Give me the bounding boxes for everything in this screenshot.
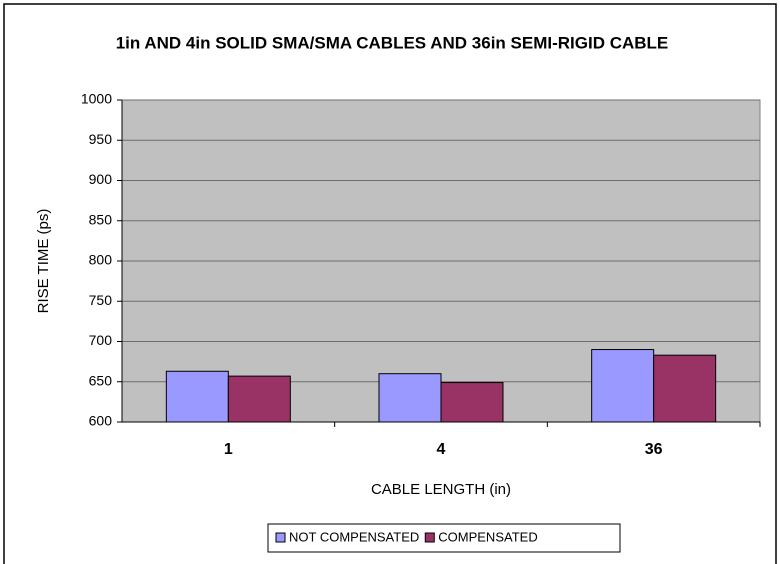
y-tick-label: 900	[89, 171, 113, 187]
bar	[591, 349, 655, 423]
y-tick-label: 600	[89, 413, 113, 429]
legend-swatch	[275, 532, 286, 543]
y-tick-label: 750	[89, 292, 113, 308]
y-tick-label: 1000	[81, 91, 112, 107]
legend-label: NOT COMPENSATED	[289, 529, 419, 544]
y-axis-label: RISE TIME (ps)	[35, 209, 52, 314]
x-tick-label: 36	[645, 441, 663, 458]
y-tick-label: 700	[89, 332, 113, 348]
y-tick-label: 850	[89, 211, 113, 227]
y-tick-label: 650	[89, 372, 113, 388]
x-tick-label: 1	[224, 441, 233, 458]
x-tick-label: 4	[437, 441, 446, 458]
legend-label: COMPENSATED	[438, 529, 537, 544]
bar	[440, 382, 504, 423]
bar	[165, 370, 229, 423]
chart-title: 1in AND 4in SOLID SMA/SMA CABLES AND 36i…	[116, 33, 669, 52]
y-tick-label: 950	[89, 131, 113, 147]
x-axis-label: CABLE LENGTH (in)	[371, 481, 511, 498]
bar	[378, 373, 442, 423]
bar	[227, 375, 291, 423]
legend-swatch	[424, 532, 435, 543]
bar	[653, 354, 717, 423]
y-tick-label: 800	[89, 252, 113, 268]
legend-box	[267, 523, 621, 553]
